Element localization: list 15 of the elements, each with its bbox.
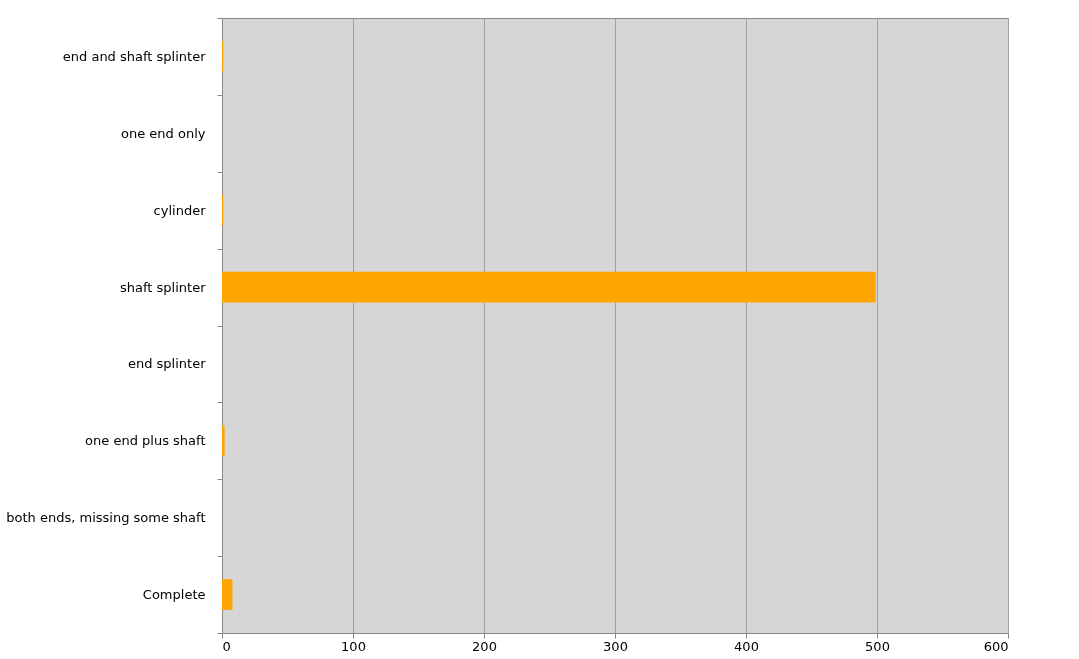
y-tick-label: end splinter [127, 356, 207, 372]
y-tick-label: one end plus shaft [85, 433, 206, 449]
y-tick-label: both ends, missing some shaft [6, 510, 206, 526]
y-tick-label: one end only [121, 125, 206, 141]
x-tick-label: 0 [222, 638, 231, 654]
x-tick-label: 200 [472, 638, 497, 654]
y-tick-label: Complete [142, 587, 206, 603]
x-tick-label: 300 [603, 638, 628, 654]
y-tick-label: end and shaft splinter [62, 48, 207, 64]
y-tick-label: cylinder [153, 202, 207, 218]
x-tick-label: 600 [983, 638, 1009, 654]
x-tick-label: 400 [734, 638, 759, 654]
y-tick-label: shaft splinter [120, 279, 207, 295]
x-tick-label: 100 [341, 638, 366, 654]
x-tick-label: 500 [865, 638, 890, 654]
